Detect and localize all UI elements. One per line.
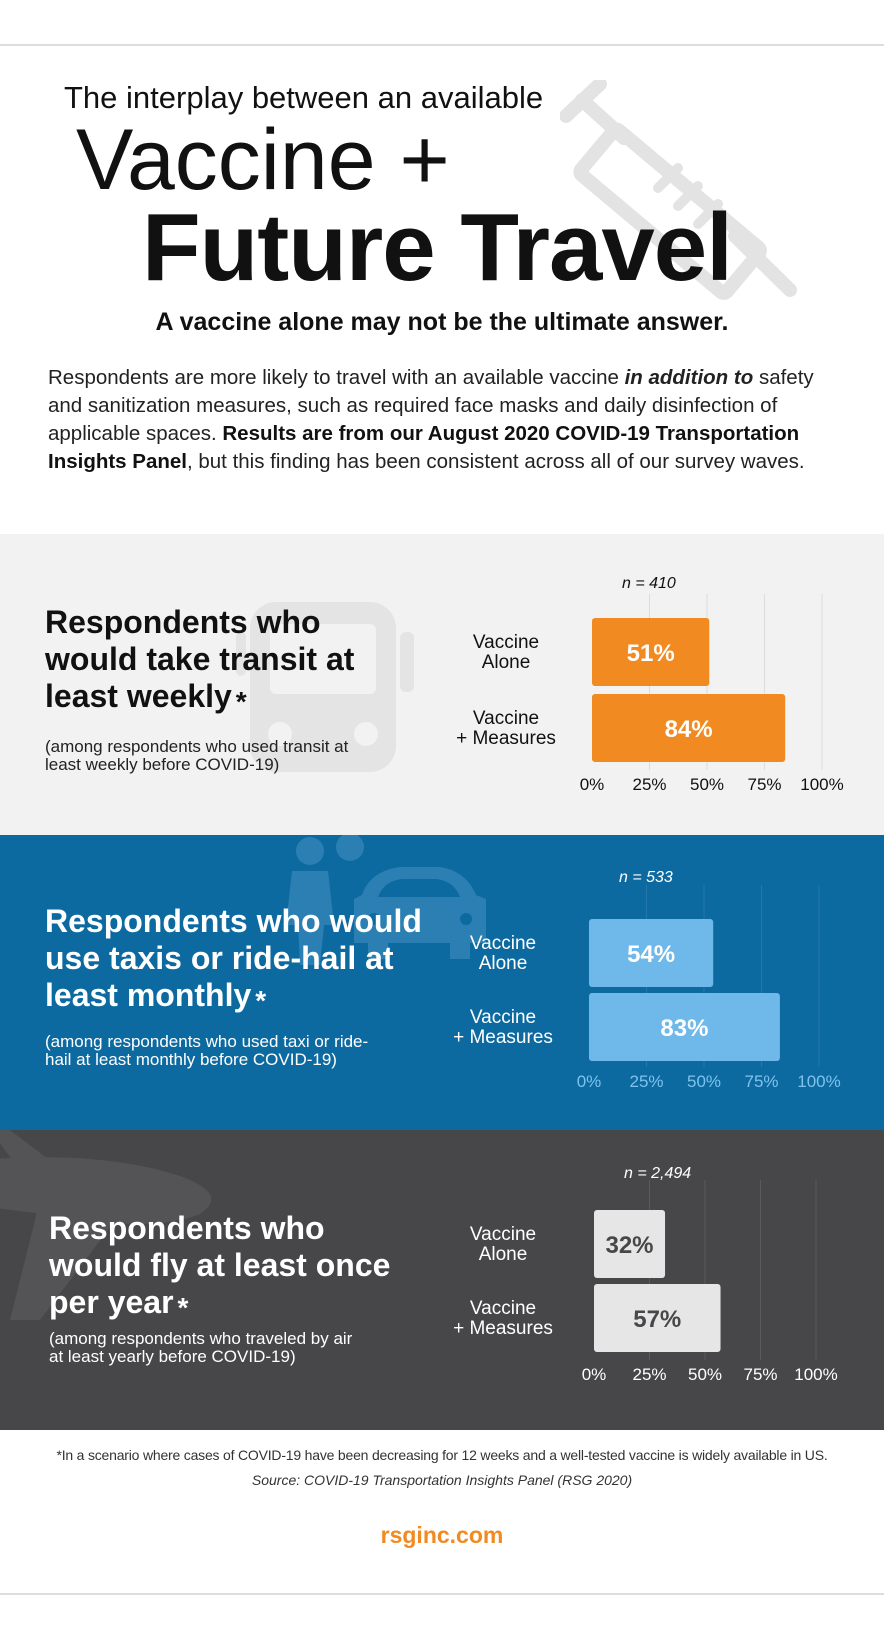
title-vaccine: Vaccine + (76, 112, 450, 208)
transit-panel: Respondents who would take transit at le… (0, 534, 884, 835)
air-data-label: 32% (605, 1232, 653, 1259)
intro-text-2: safety and sanitization measures, such a… (48, 366, 814, 445)
air-asterisk: * (177, 1292, 189, 1323)
air-heading-text: Respondents who would fly at least once … (49, 1210, 391, 1320)
website-link[interactable]: rsginc.com (380, 1522, 504, 1548)
footnote-text: In a scenario where cases of COVID-19 ha… (61, 1447, 828, 1463)
syringe-icon (560, 80, 797, 300)
subtitle: A vaccine alone may not be the ultimate … (155, 308, 729, 336)
transit-sample-size: n = 410 (622, 575, 676, 592)
rideshare-note: (among respondents who used taxi or ride… (45, 1032, 369, 1069)
rideshare-category-label: Vaccine Alone (470, 933, 536, 974)
air-category-label: Vaccine + Measures (453, 1298, 553, 1339)
transit-tick-label: 0% (580, 775, 605, 794)
source-citation: Source: COVID-19 Transportation Insights… (251, 1472, 633, 1488)
air-tick-label: 50% (688, 1365, 722, 1384)
footnote-mark: * (56, 1447, 62, 1463)
air-tick-label: 75% (743, 1365, 777, 1384)
rideshare-car-icon (286, 835, 486, 965)
intro-text-3: , but this finding has been consistent a… (186, 450, 805, 473)
transit-heading-text: Respondents who would take transit at le… (45, 604, 355, 714)
transit-chart: n = 410 51% Vaccine Alone 84% Vaccine + Measur… (456, 575, 844, 794)
rideshare-data-label: 54% (627, 941, 675, 968)
transit-asterisk: * (235, 686, 247, 717)
transit-tick-label: 25% (632, 775, 666, 794)
rideshare-tick-label: 0% (577, 1072, 602, 1091)
rideshare-category-label: Vaccine + Measures (453, 1007, 553, 1048)
transit-heading: Respondents who would take transit at le… (45, 604, 395, 720)
intro-emphasis: in addition to (624, 366, 754, 389)
air-sample-size: n = 2,494 (624, 1165, 691, 1182)
title-future-travel: Future Travel (142, 194, 733, 301)
rideshare-data-label: 83% (660, 1015, 708, 1042)
rideshare-bar-vaccine-alone (589, 919, 714, 987)
air-data-label: 57% (633, 1306, 681, 1333)
intro-paragraph: Respondents are more likely to travel wi… (48, 364, 838, 476)
rideshare-tick-label: 50% (687, 1072, 721, 1091)
transit-category-label: Vaccine Alone (473, 632, 539, 673)
intro-text-1: Respondents are more likely to travel wi… (48, 366, 625, 389)
rideshare-asterisk: * (255, 985, 267, 1016)
top-divider (0, 44, 884, 46)
transit-tick-label: 100% (800, 775, 843, 794)
rideshare-chart: n = 533 54% Vaccine Alone 83% Vaccine + Measur… (453, 869, 841, 1091)
air-category-label: Vaccine Alone (470, 1224, 536, 1265)
rideshare-tick-label: 100% (797, 1072, 840, 1091)
airplane-icon (0, 1130, 212, 1320)
rideshare-heading: Respondents who would use taxis or ride-… (45, 903, 445, 1019)
transit-tick-label: 50% (690, 775, 724, 794)
air-tick-label: 100% (794, 1365, 837, 1384)
rideshare-bar-vaccine-measures (589, 993, 780, 1061)
rideshare-tick-label: 25% (629, 1072, 663, 1091)
rideshare-panel: Respondents who would use taxis or ride-… (0, 835, 884, 1130)
rideshare-sample-size: n = 533 (619, 869, 673, 886)
air-panel: Respondents who would fly at least once … (0, 1130, 884, 1430)
air-heading: Respondents who would fly at least once … (49, 1210, 409, 1326)
transit-tick-label: 75% (747, 775, 781, 794)
air-bar-vaccine-measures (594, 1284, 721, 1352)
air-note: (among respondents who traveled by air a… (49, 1329, 353, 1366)
transit-bar-vaccine-alone (592, 618, 710, 686)
air-tick-label: 0% (582, 1365, 607, 1384)
air-tick-label: 25% (632, 1365, 666, 1384)
bottom-divider (0, 1593, 884, 1595)
title-intro: The interplay between an available (64, 80, 544, 115)
rideshare-heading-text: Respondents who would use taxis or ride-… (45, 903, 422, 1013)
transit-note: (among respondents who used transit at l… (45, 737, 349, 774)
intro-bold: Results are from our August 2020 COVID-1… (48, 422, 800, 473)
transit-data-label: 84% (665, 716, 713, 743)
transit-data-label: 51% (627, 640, 675, 667)
footnote: *In a scenario where cases of COVID-19 h… (0, 1447, 884, 1463)
rideshare-tick-label: 75% (744, 1072, 778, 1091)
transit-bar-vaccine-measures (592, 694, 786, 762)
air-chart: n = 2,494 32% Vaccine Alone 57% Vaccine + Meas… (453, 1165, 838, 1384)
transit-category-label: Vaccine + Measures (456, 708, 556, 749)
bus-icon (236, 602, 414, 772)
air-bar-vaccine-alone (594, 1210, 666, 1278)
